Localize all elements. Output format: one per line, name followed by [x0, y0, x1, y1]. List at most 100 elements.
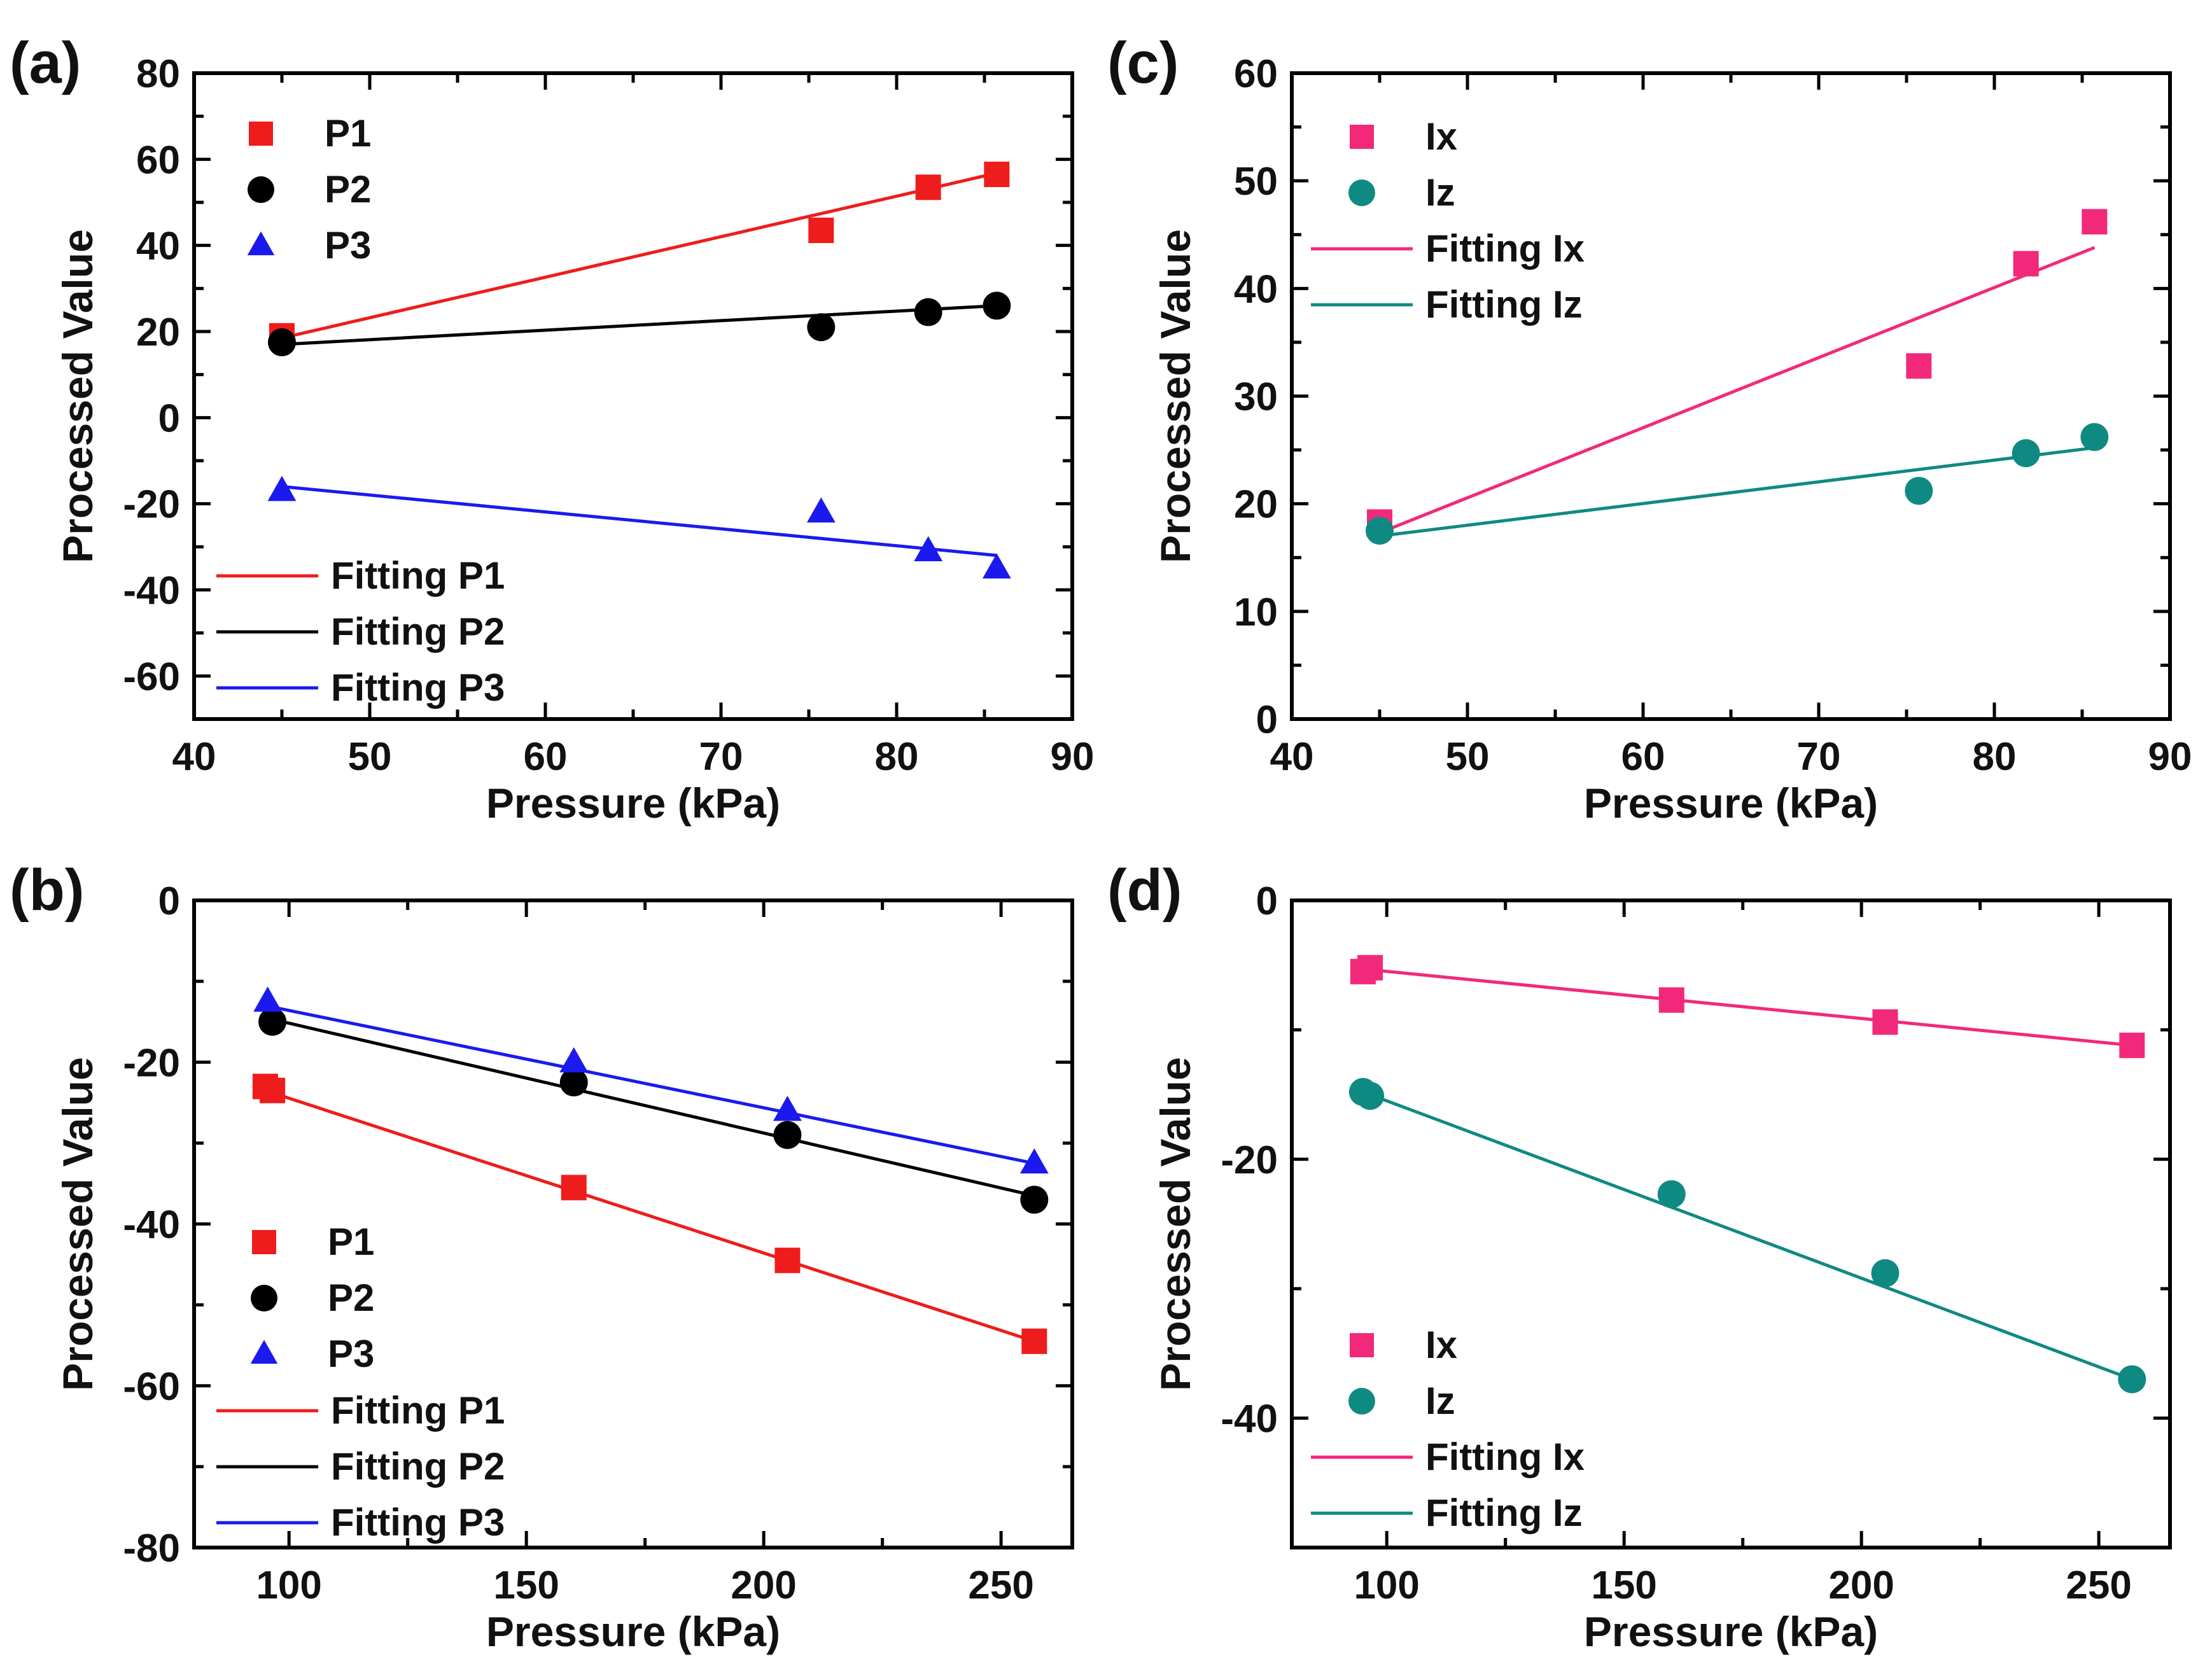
x-tick-label: 250 [968, 1563, 1033, 1607]
x-tick-label: 50 [348, 735, 392, 779]
legend-label: Fitting Iz [1425, 283, 1583, 326]
legend-label: P1 [325, 112, 371, 155]
legend-label: Fitting P2 [331, 1445, 505, 1488]
legend-marker-p1 [249, 122, 273, 146]
data-point-p2 [268, 328, 296, 356]
legend-label: P1 [328, 1220, 374, 1263]
legend-label: Fitting P3 [331, 1501, 505, 1544]
x-tick-label: 60 [1621, 735, 1665, 779]
legend-label: P3 [328, 1332, 374, 1375]
x-tick-label: 80 [1973, 735, 2017, 779]
data-point-iz [1356, 1082, 1385, 1110]
data-point-p3 [253, 986, 283, 1012]
data-point-ix [1357, 954, 1383, 981]
y-tick-label: 10 [1234, 591, 1278, 634]
legend-label: Fitting P1 [331, 1389, 505, 1432]
y-axis-title: Processed Value [1152, 1057, 1199, 1391]
y-axis-title: Processed Value [1152, 229, 1199, 563]
panel-label: (a) [10, 31, 81, 95]
data-point-ix [1872, 1009, 1898, 1035]
x-axis-title: Pressure (kPa) [1584, 780, 1878, 827]
x-tick-label: 60 [524, 735, 568, 779]
fit-line-p3 [281, 485, 997, 557]
y-tick-label: -20 [123, 1041, 180, 1085]
panel-label: (c) [1107, 31, 1179, 95]
x-tick-label: 90 [1051, 735, 1095, 779]
legend-marker-p2 [251, 1285, 277, 1311]
data-point-p3 [806, 497, 836, 523]
y-tick-label: 20 [136, 311, 180, 354]
data-point-p1 [915, 174, 941, 200]
y-tick-label: 20 [1234, 483, 1278, 527]
x-tick-label: 200 [731, 1563, 796, 1607]
y-tick-label: -40 [123, 1203, 180, 1247]
data-point-p2 [559, 1068, 588, 1097]
data-point-p3 [1019, 1148, 1049, 1174]
legend-label: P3 [325, 224, 371, 267]
data-point-ix [1906, 353, 1932, 379]
x-tick-label: 150 [1591, 1563, 1656, 1607]
plot-frame [1290, 71, 2172, 721]
y-tick-label: -20 [1221, 1138, 1278, 1182]
x-tick-label: 150 [493, 1563, 559, 1607]
panel-label: (d) [1107, 858, 1182, 923]
y-tick-label: 60 [136, 138, 180, 182]
legend-marker-p2 [248, 176, 274, 203]
data-point-iz [1657, 1180, 1686, 1208]
legend-label: P2 [325, 168, 371, 211]
legend-label: Iz [1425, 1380, 1455, 1422]
legend-label: Fitting Ix [1425, 227, 1585, 270]
panel-d: 100 150 200 250 -40 -20 0 Pressure (kPa) Process… [1107, 858, 2172, 1655]
data-point-p2 [983, 291, 1011, 320]
data-point-p3 [267, 475, 297, 501]
data-point-iz [1871, 1259, 1900, 1287]
y-tick-label: -80 [123, 1527, 180, 1570]
fit-line-p3 [265, 1003, 1035, 1165]
y-tick-label: 80 [136, 52, 180, 96]
data-point-p1 [1021, 1328, 1047, 1354]
data-point-p2 [258, 1007, 287, 1036]
fit-line-p1 [281, 171, 997, 340]
data-point-iz [2080, 423, 2109, 451]
y-tick-label: 30 [1234, 375, 1278, 419]
data-point-iz [2012, 439, 2040, 468]
fit-line-p2 [281, 304, 997, 346]
fit-line-p1 [265, 1089, 1035, 1343]
x-tick-label: 90 [2148, 735, 2192, 779]
data-point-ix [1658, 987, 1684, 1013]
plot-area [1366, 209, 2109, 545]
fit-line-ix [1379, 246, 2096, 535]
y-tick-label: -60 [123, 655, 180, 699]
panel-label: (b) [10, 858, 84, 923]
x-axis-title: Pressure (kPa) [1584, 1608, 1878, 1655]
data-point-p2 [1020, 1185, 1049, 1214]
data-point-p1 [260, 1077, 286, 1103]
y-axis-title: Processed Value [54, 1057, 101, 1391]
plot-area [252, 986, 1049, 1354]
x-tick-label: 70 [1797, 735, 1841, 779]
data-point-p1 [808, 217, 834, 243]
y-tick-label: 50 [1234, 160, 1278, 204]
y-tick-label: 0 [1256, 698, 1278, 742]
y-tick-label: 60 [1234, 52, 1278, 96]
fit-line-iz [1362, 1090, 2133, 1381]
y-axis-title: Processed Value [54, 229, 101, 563]
legend-label: Fitting P1 [331, 554, 505, 597]
fit-line-ix [1362, 967, 2132, 1047]
y-tick-label: 0 [1256, 879, 1278, 923]
x-tick-label: 100 [256, 1563, 321, 1607]
plot-area [1348, 954, 2146, 1394]
legend-label: Ix [1425, 115, 1457, 158]
data-point-p3 [914, 536, 943, 562]
data-point-iz [1366, 516, 1394, 545]
x-tick-label: 40 [1270, 735, 1314, 779]
x-tick-label: 80 [875, 735, 919, 779]
x-tick-label: 70 [699, 735, 743, 779]
fit-line-iz [1379, 446, 2095, 538]
y-tick-label: -20 [123, 483, 180, 527]
y-tick-label: 40 [136, 225, 180, 269]
data-point-ix [2013, 251, 2039, 277]
data-point-ix [2082, 209, 2108, 235]
